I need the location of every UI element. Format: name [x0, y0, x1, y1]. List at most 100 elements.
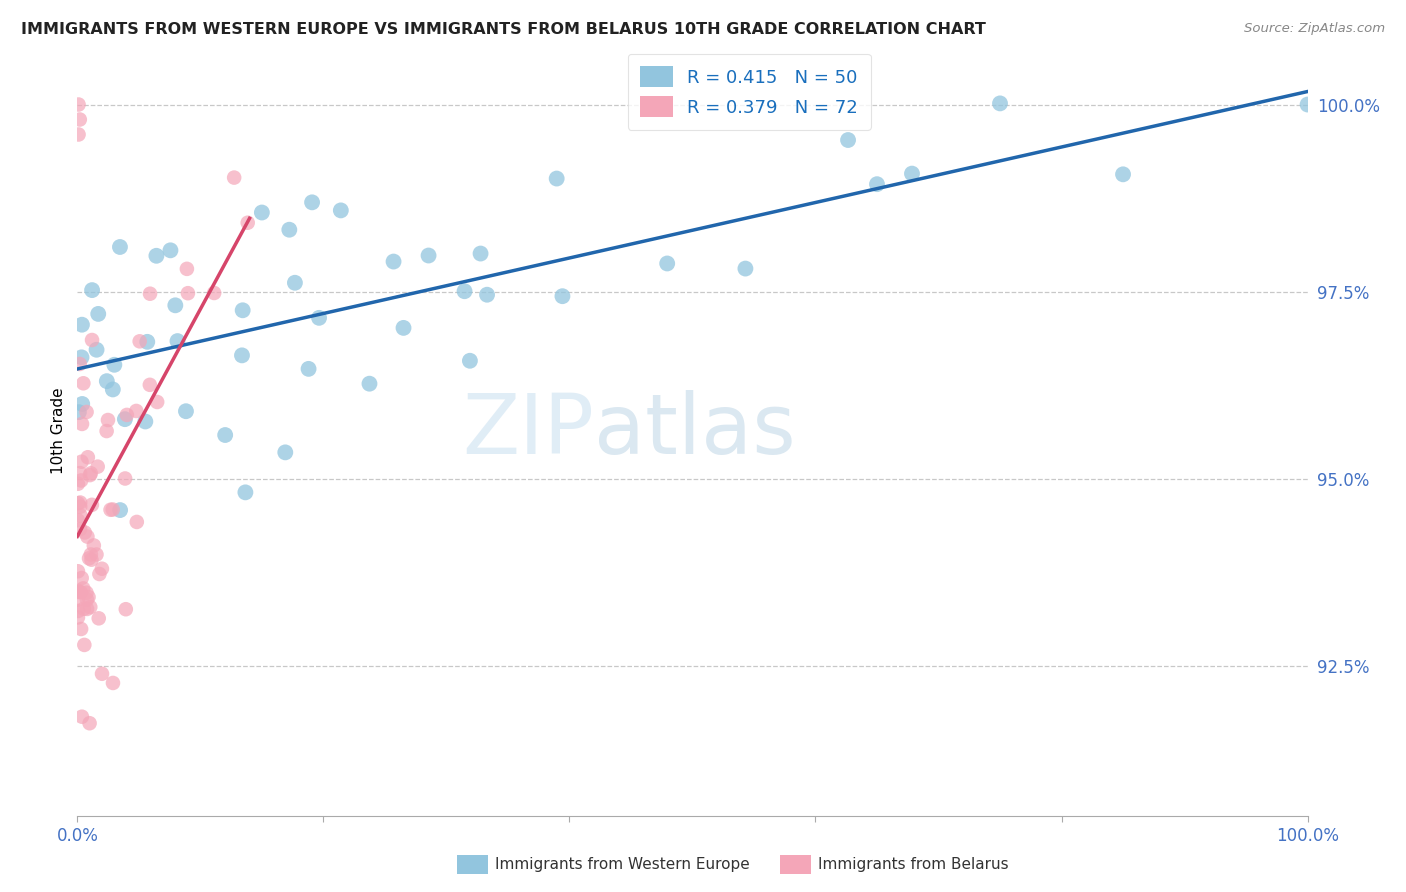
Point: [70, 351, 93, 365]
Point: [136, 334, 159, 349]
Point: [76, 530, 98, 544]
Point: [67, 97, 90, 112]
Point: [734, 261, 756, 276]
Point: [76, 405, 98, 419]
Point: [101, 502, 124, 516]
Point: [301, 195, 323, 210]
Point: [125, 404, 148, 418]
Point: [66, 604, 89, 618]
Point: [308, 310, 330, 325]
Point: [80, 467, 103, 481]
Point: [90, 562, 112, 576]
Point: [79, 600, 101, 615]
Point: [70, 417, 93, 431]
Point: [87, 307, 110, 321]
Point: [70, 622, 93, 636]
Point: [73, 525, 96, 540]
Point: [453, 284, 475, 298]
Point: [70, 571, 93, 585]
Point: [114, 602, 136, 616]
Point: [69, 466, 91, 480]
Point: [76, 450, 98, 465]
Point: [73, 601, 96, 615]
Point: [284, 276, 307, 290]
Point: [69, 112, 91, 127]
Point: [232, 303, 254, 318]
Point: [125, 515, 148, 529]
Point: [70, 318, 93, 332]
Point: [174, 404, 197, 418]
Point: [214, 428, 236, 442]
Point: [69, 585, 91, 599]
Point: [159, 244, 181, 258]
Text: IMMIGRANTS FROM WESTERN EUROPE VS IMMIGRANTS FROM BELARUS 10TH GRADE CORRELATION: IMMIGRANTS FROM WESTERN EUROPE VS IMMIGR…: [21, 22, 986, 37]
Text: atlas: atlas: [595, 390, 796, 471]
Point: [80, 548, 103, 562]
Point: [274, 445, 297, 459]
Point: [546, 171, 568, 186]
Point: [67, 583, 90, 598]
Point: [114, 471, 136, 485]
Point: [115, 408, 138, 422]
Point: [470, 246, 492, 260]
Point: [77, 590, 100, 604]
Point: [80, 333, 103, 347]
Point: [70, 397, 93, 411]
Point: [70, 455, 93, 469]
Point: [97, 413, 120, 427]
Point: [1112, 167, 1135, 181]
Point: [66, 564, 89, 578]
Point: [79, 716, 101, 731]
Point: [1296, 97, 1319, 112]
Point: [458, 353, 481, 368]
Point: [72, 376, 94, 391]
Point: [75, 585, 97, 599]
Point: [82, 283, 104, 297]
Text: ZIP: ZIP: [463, 390, 595, 471]
Point: [69, 500, 91, 514]
Point: [231, 348, 253, 362]
Point: [236, 216, 259, 230]
Point: [297, 362, 319, 376]
Point: [76, 592, 98, 607]
Y-axis label: 10th Grade: 10th Grade: [51, 387, 66, 474]
Text: Immigrants from Western Europe: Immigrants from Western Europe: [495, 857, 749, 871]
Point: [176, 261, 198, 276]
Point: [103, 358, 125, 372]
Point: [657, 256, 679, 270]
Point: [69, 357, 91, 371]
Point: [67, 405, 90, 419]
Point: [69, 522, 91, 536]
Point: [86, 343, 108, 357]
Point: [128, 334, 150, 349]
Point: [67, 128, 90, 142]
Point: [177, 286, 200, 301]
Point: [108, 240, 131, 254]
Point: [382, 254, 405, 268]
Point: [278, 223, 301, 237]
Point: [392, 321, 415, 335]
Point: [80, 498, 103, 512]
Point: [69, 508, 91, 523]
Point: [108, 503, 131, 517]
Point: [66, 513, 89, 527]
Text: Immigrants from Belarus: Immigrants from Belarus: [818, 857, 1010, 871]
Point: [66, 585, 89, 599]
Point: [114, 412, 136, 426]
Point: [359, 376, 381, 391]
Legend: R = 0.415   N = 50, R = 0.379   N = 72: R = 0.415 N = 50, R = 0.379 N = 72: [627, 54, 870, 129]
Point: [100, 502, 122, 516]
Point: [866, 177, 889, 191]
Point: [86, 548, 108, 562]
Point: [77, 551, 100, 566]
Point: [80, 552, 103, 566]
Point: [66, 592, 89, 607]
Point: [166, 334, 188, 348]
Point: [146, 395, 169, 409]
Point: [70, 709, 93, 723]
Point: [901, 167, 924, 181]
Point: [73, 638, 96, 652]
Point: [101, 383, 124, 397]
Point: [551, 289, 574, 303]
Point: [79, 468, 101, 483]
